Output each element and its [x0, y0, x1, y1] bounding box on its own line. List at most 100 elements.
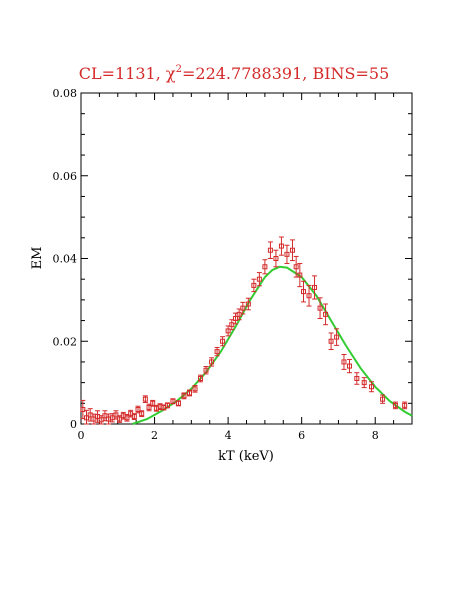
title-chi: χ	[166, 64, 176, 83]
point-marker	[175, 400, 181, 406]
point-marker	[289, 247, 295, 253]
point-marker	[95, 414, 101, 420]
data-point	[369, 381, 375, 393]
point-marker	[317, 305, 323, 311]
point-marker	[229, 322, 235, 328]
y-tick-label: 0.04	[53, 253, 78, 266]
x-tick-label: 2	[151, 429, 158, 442]
point-marker	[256, 276, 262, 282]
data-point	[262, 259, 268, 275]
data-point	[392, 401, 398, 410]
point-marker	[192, 386, 198, 392]
point-marker	[361, 380, 367, 386]
data-point	[124, 413, 130, 422]
data-point	[95, 410, 101, 423]
point-marker	[135, 407, 141, 413]
point-marker	[341, 359, 347, 365]
point-marker	[278, 243, 284, 249]
point-marker	[139, 411, 145, 417]
point-marker	[251, 282, 257, 288]
point-marker	[334, 334, 340, 340]
point-marker	[323, 311, 329, 317]
data-point	[361, 377, 367, 389]
point-marker	[240, 305, 246, 311]
point-marker	[186, 390, 192, 396]
point-marker	[98, 417, 104, 423]
data-point	[113, 410, 119, 420]
y-tick-label: 0.08	[53, 87, 78, 100]
data-point	[297, 262, 303, 288]
y-tick-label: 0	[70, 418, 77, 431]
title-prefix: CL=1131,	[79, 64, 166, 83]
point-marker	[198, 375, 204, 381]
data-point	[380, 394, 386, 404]
fit-curve	[132, 265, 413, 425]
data-point	[84, 409, 90, 425]
point-marker	[267, 247, 273, 253]
point-marker	[146, 404, 152, 410]
data-point	[214, 346, 220, 357]
data-point	[402, 401, 408, 410]
data-point	[198, 374, 204, 383]
point-marker	[209, 359, 215, 365]
point-marker	[392, 402, 398, 408]
point-marker	[164, 402, 170, 408]
y-axis-label: EM	[30, 247, 45, 270]
data-point	[278, 236, 284, 256]
data-point	[346, 358, 352, 374]
data-point	[289, 239, 295, 262]
data-point	[245, 297, 251, 311]
data-points	[80, 236, 408, 425]
data-point	[312, 275, 318, 300]
data-point	[251, 278, 257, 293]
point-marker	[170, 398, 176, 404]
point-marker	[369, 384, 375, 390]
data-point	[256, 272, 262, 287]
data-point	[328, 332, 334, 351]
data-point	[306, 284, 312, 307]
data-point	[186, 389, 192, 397]
data-point	[317, 297, 323, 319]
data-point	[273, 249, 279, 268]
data-point	[203, 365, 209, 375]
point-marker	[293, 264, 299, 270]
data-point	[170, 398, 176, 405]
y-tick-label: 0.02	[53, 335, 78, 348]
point-marker	[87, 412, 93, 418]
data-point	[267, 241, 273, 259]
point-marker	[380, 396, 386, 402]
data-point	[142, 395, 148, 403]
x-tick-label: 8	[372, 429, 379, 442]
point-marker	[84, 415, 90, 421]
data-point	[181, 392, 187, 400]
point-marker	[346, 363, 352, 369]
point-marker	[220, 338, 226, 344]
data-point	[80, 399, 86, 420]
y-tick-label: 0.06	[53, 170, 78, 183]
data-point	[301, 280, 307, 303]
chart-title: CL=1131, χ2=224.7788391, BINS=55	[79, 64, 390, 83]
point-marker	[131, 414, 137, 420]
point-marker	[284, 251, 290, 257]
point-marker	[102, 413, 108, 419]
data-point	[164, 402, 170, 409]
point-marker	[232, 315, 238, 321]
point-marker	[150, 400, 156, 406]
point-marker	[297, 272, 303, 278]
title-superscript: 2	[176, 64, 182, 75]
point-marker	[402, 402, 408, 408]
axis-ticks	[80, 92, 413, 425]
data-point	[139, 410, 145, 418]
point-marker	[306, 293, 312, 299]
data-point	[293, 255, 299, 278]
data-point	[334, 328, 340, 346]
data-point	[161, 404, 167, 411]
point-marker	[109, 415, 115, 421]
point-marker	[214, 349, 220, 355]
title-suffix: =224.7788391, BINS=55	[182, 64, 389, 83]
data-point	[175, 400, 181, 407]
point-marker	[354, 375, 360, 381]
point-marker	[301, 289, 307, 295]
data-point	[284, 244, 290, 264]
